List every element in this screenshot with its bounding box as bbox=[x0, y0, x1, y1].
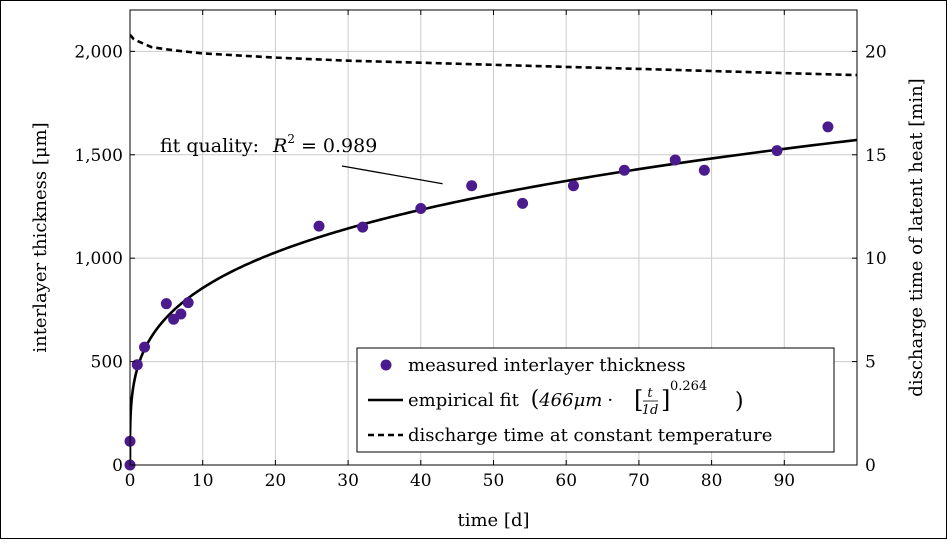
measured-point bbox=[139, 341, 151, 353]
x-tick-label: 80 bbox=[701, 471, 723, 491]
y-tick-label: 500 bbox=[91, 353, 123, 373]
y2-tick-label: 20 bbox=[865, 42, 887, 62]
legend-marker-measured bbox=[380, 359, 392, 371]
measured-point bbox=[357, 221, 369, 233]
y2-tick-label: 5 bbox=[865, 353, 876, 373]
ticks: 0 10 20 30 40 50 60 70 80 90 0 500 1,000 1,500 2,000 0 5… bbox=[74, 10, 887, 491]
measured-point bbox=[182, 297, 194, 309]
x-tick-label: 10 bbox=[192, 471, 214, 491]
legend-fit-dot: · bbox=[607, 390, 613, 411]
measured-point bbox=[131, 359, 143, 371]
legend-fit-close-bracket: ] bbox=[661, 386, 670, 414]
measured-point bbox=[618, 164, 630, 176]
x-tick-label: 30 bbox=[337, 471, 359, 491]
legend-fit-open-paren: ( bbox=[531, 387, 540, 412]
x-tick-label: 50 bbox=[483, 471, 505, 491]
legend-fit-coefficient: 466μm bbox=[538, 390, 602, 411]
legend-box bbox=[356, 347, 835, 453]
annotation-equals: = bbox=[301, 135, 317, 157]
annotation-r-symbol: R bbox=[272, 135, 287, 157]
x-tick-label: 20 bbox=[265, 471, 287, 491]
legend-label-measured: measured interlayer thickness bbox=[408, 355, 686, 376]
measured-point bbox=[771, 145, 783, 157]
measured-point bbox=[567, 180, 579, 192]
y2-axis-label: discharge time of latent heat [min] bbox=[906, 78, 927, 396]
legend-fit-exponent: 0.264 bbox=[670, 379, 707, 394]
measured-point bbox=[669, 154, 681, 166]
fit-quality-annotation: fit quality: R2 = 0.989 bbox=[160, 132, 443, 185]
legend-fit-close-paren: ) bbox=[735, 389, 744, 414]
x-tick-label: 60 bbox=[555, 471, 577, 491]
x-tick-label: 90 bbox=[773, 471, 795, 491]
y-tick-label: 2,000 bbox=[74, 42, 123, 62]
x-tick-label: 40 bbox=[410, 471, 432, 491]
y2-tick-label: 15 bbox=[865, 146, 887, 166]
legend-label-discharge: discharge time at constant temperature bbox=[408, 425, 772, 446]
empirical-fit-curve bbox=[130, 138, 857, 461]
measured-point bbox=[175, 308, 187, 320]
x-tick-label: 70 bbox=[628, 471, 650, 491]
x-tick-label: 0 bbox=[125, 471, 136, 491]
y-axis-label: interlayer thickness [μm] bbox=[30, 122, 51, 352]
legend-fit-text: empirical fit bbox=[408, 390, 520, 411]
measured-point bbox=[313, 220, 325, 232]
x-axis-label: time [d] bbox=[458, 510, 530, 531]
y-tick-label: 0 bbox=[112, 456, 123, 476]
measured-point bbox=[698, 164, 710, 176]
annotation-text: fit quality: R2 = 0.989 bbox=[160, 132, 377, 157]
measured-point bbox=[517, 197, 529, 209]
annotation-leader-line bbox=[341, 165, 443, 185]
annotation-prefix: fit quality: bbox=[160, 135, 259, 157]
measured-point bbox=[160, 298, 172, 310]
y-tick-label: 1,500 bbox=[74, 146, 123, 166]
legend-fit-denominator: 1d bbox=[642, 403, 659, 418]
measured-point bbox=[415, 203, 427, 215]
legend-fit-open-bracket: [ bbox=[634, 386, 643, 414]
legend-label-fit: empirical fit (466μm · bbox=[408, 387, 613, 412]
y2-tick-label: 10 bbox=[865, 249, 887, 269]
y2-tick-label: 0 bbox=[865, 456, 876, 476]
measured-point bbox=[466, 180, 478, 192]
discharge-time-line bbox=[130, 33, 857, 77]
series-layer bbox=[124, 33, 857, 471]
annotation-r2-value: 0.989 bbox=[323, 135, 377, 157]
legend-fit-fraction: [ t 1d ] 0.264 ) bbox=[634, 379, 744, 418]
annotation-r-exponent: 2 bbox=[287, 132, 295, 146]
legend: measured interlayer thickness empirical … bbox=[356, 347, 835, 453]
legend-fit-numerator: t bbox=[647, 386, 653, 401]
measured-point bbox=[822, 121, 834, 133]
y-tick-label: 1,000 bbox=[74, 249, 123, 269]
